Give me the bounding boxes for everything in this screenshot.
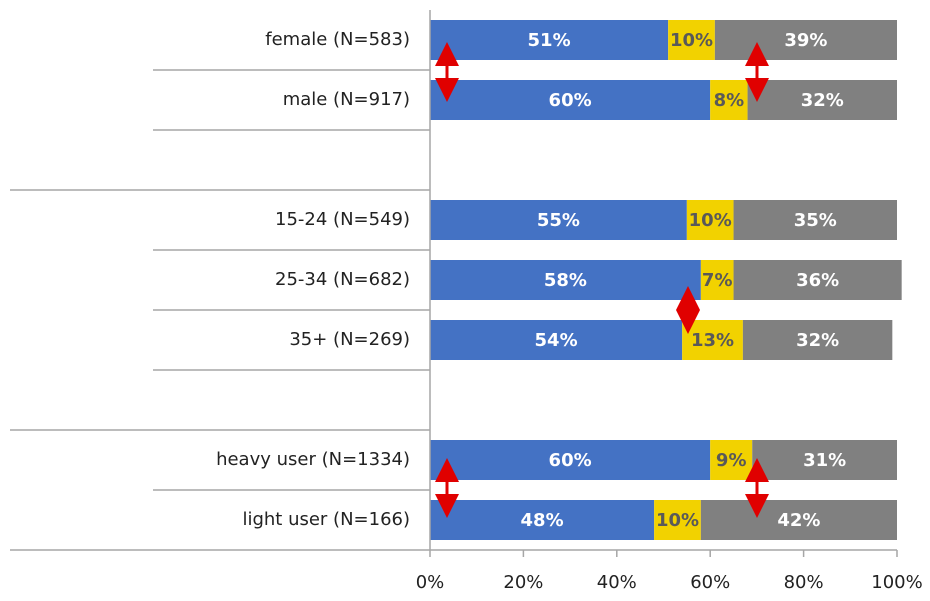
data-label: 48%	[521, 510, 564, 531]
plot: female (N=583) 51% 10% 39% male (N=917) 60% 8%…	[10, 10, 923, 593]
data-label: 10%	[689, 210, 732, 231]
bar-segment	[430, 440, 711, 480]
y-tick-label: heavy user (N=1334)	[216, 449, 410, 470]
y-tick-label: light user (N=166)	[242, 509, 410, 530]
data-label: 10%	[670, 30, 713, 51]
bar-segment	[430, 260, 701, 300]
x-tick-label: 60%	[690, 572, 730, 593]
data-label: 32%	[801, 90, 844, 111]
bar-segment	[700, 500, 897, 540]
bar-segment	[430, 320, 683, 360]
data-label: 42%	[777, 510, 820, 531]
data-label: 32%	[796, 330, 839, 351]
bar-segment	[742, 320, 893, 360]
data-label: 13%	[691, 330, 734, 351]
bar-segment	[752, 440, 897, 480]
data-label: 54%	[535, 330, 578, 351]
y-tick-label: 35+ (N=269)	[289, 329, 410, 350]
data-label: 10%	[656, 510, 699, 531]
data-label: 39%	[784, 30, 827, 51]
data-label: 8%	[714, 90, 745, 111]
bar-segment	[654, 500, 701, 540]
bar-segment	[686, 200, 734, 240]
data-label: 51%	[528, 30, 571, 51]
bar-segment	[668, 20, 715, 60]
data-label: 60%	[549, 90, 592, 111]
bar-segment	[430, 200, 687, 240]
data-label: 31%	[803, 450, 846, 471]
bar-segment	[733, 200, 897, 240]
bar-segment	[733, 260, 902, 300]
bar-segment	[430, 80, 711, 120]
data-label: 7%	[702, 270, 733, 291]
y-tick-label: female (N=583)	[265, 29, 410, 50]
data-label: 55%	[537, 210, 580, 231]
bar-segment	[430, 500, 655, 540]
data-label: 60%	[549, 450, 592, 471]
y-tick-label: male (N=917)	[283, 89, 410, 110]
x-tick-label: 20%	[503, 572, 543, 593]
data-label: 58%	[544, 270, 587, 291]
bar-segment	[700, 260, 734, 300]
x-tick-label: 40%	[597, 572, 637, 593]
y-tick-label: 25-34 (N=682)	[275, 269, 410, 290]
x-tick-label: 0%	[416, 572, 445, 593]
annotation-arrows	[435, 42, 769, 518]
bar-segment	[430, 20, 669, 60]
y-tick-label: 15-24 (N=549)	[275, 209, 410, 230]
bar-segment	[710, 80, 748, 120]
x-tick-label: 100%	[871, 572, 922, 593]
bar-segment	[747, 80, 897, 120]
x-tick-label: 80%	[784, 572, 824, 593]
data-label: 35%	[794, 210, 837, 231]
data-label: 36%	[796, 270, 839, 291]
data-label: 9%	[716, 450, 747, 471]
